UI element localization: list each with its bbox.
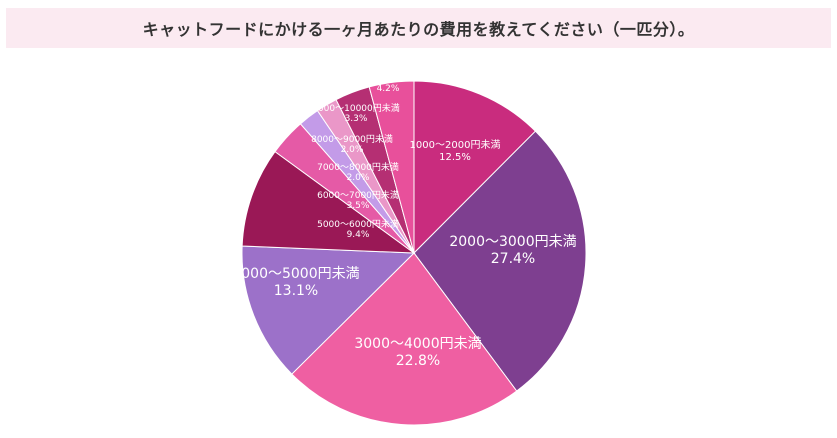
slice-percent-label: 4.2%	[377, 84, 400, 94]
slice-percent-label: 2.0%	[341, 145, 364, 155]
pie-slice	[413, 80, 537, 255]
slice-label: 6000〜7000円未満	[317, 189, 399, 201]
slice-percent-label: 3.5%	[347, 201, 370, 211]
slice-label: 10000円以上	[360, 73, 416, 84]
slice-label: 5000〜6000円未満	[317, 218, 399, 230]
slice-label: 9000〜10000円未満	[312, 102, 400, 114]
slice-percent-label: 13.1%	[274, 283, 318, 299]
slice-percent-label: 12.5%	[439, 152, 471, 163]
slice-percent-label: 2.0%	[347, 173, 370, 183]
slice-label: 1000〜2000円未満	[410, 139, 501, 151]
slice-label: 7000〜8000円未満	[317, 161, 399, 173]
pie-slice	[368, 80, 415, 254]
slice-percent-label: 3.3%	[345, 114, 368, 124]
slice-percent-label: 22.8%	[396, 353, 440, 369]
title-bar: キャットフードにかける一ヶ月あたりの費用を教えてください（一匹分）。	[6, 8, 831, 48]
chart-title: キャットフードにかける一ヶ月あたりの費用を教えてください（一匹分）。	[142, 20, 695, 39]
pie-slice	[241, 245, 416, 375]
slice-label: 2000〜3000円未満	[449, 234, 576, 250]
pie-slice	[291, 252, 518, 426]
slice-label: 3000〜4000円未満	[354, 336, 481, 352]
slice-percent-label: 9.4%	[347, 230, 370, 240]
pie-slice	[241, 150, 416, 254]
slice-label: 4000〜5000円未満	[232, 266, 359, 282]
slice-label: 8000〜9000円未満	[311, 133, 393, 145]
slice-percent-label: 27.4%	[491, 251, 535, 267]
pie-slice	[413, 130, 587, 392]
